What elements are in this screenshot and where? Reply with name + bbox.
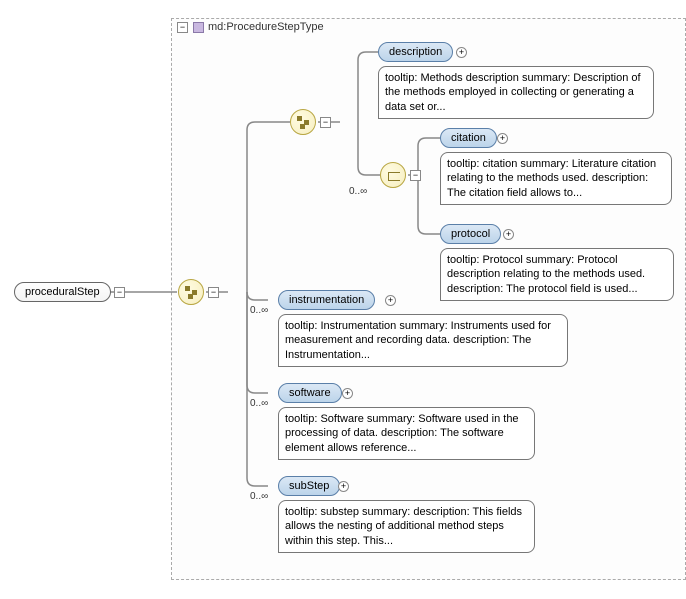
citation-label: citation [451,132,486,144]
root-toggle[interactable]: − [114,287,125,298]
software-element[interactable]: software [278,383,342,403]
substep-element[interactable]: subStep [278,476,340,496]
choice-compositor [380,162,406,188]
substep-tooltip: tooltip: substep summary: description: T… [278,500,535,553]
protocol-element[interactable]: protocol [440,224,501,244]
type-label: md:ProcedureStepType [208,21,324,33]
citation-tooltip: tooltip: citation summary: Literature ci… [440,152,672,205]
type-header: md:ProcedureStepType [193,21,324,33]
instrumentation-element[interactable]: instrumentation [278,290,375,310]
instrumentation-tooltip: tooltip: Instrumentation summary: Instru… [278,314,568,367]
software-expand[interactable]: + [342,388,353,399]
instrumentation-expand[interactable]: + [385,295,396,306]
citation-element[interactable]: citation [440,128,497,148]
description-tooltip: tooltip: Methods description summary: De… [378,66,654,119]
software-tooltip: tooltip: Software summary: Software used… [278,407,535,460]
software-label: software [289,387,331,399]
description-element[interactable]: description [378,42,453,62]
choice-toggle[interactable]: − [410,170,421,181]
root-element[interactable]: proceduralStep [14,282,111,302]
inner-sequence-toggle[interactable]: − [320,117,331,128]
schema-tree: − md:ProcedureStepType proceduralStep − … [10,10,686,589]
inner-sequence-compositor [290,109,316,135]
protocol-label: protocol [451,228,490,240]
description-label: description [389,46,442,58]
complex-type-icon [193,22,204,33]
choice-cardinality: 0..∞ [349,186,367,197]
protocol-expand[interactable]: + [503,229,514,240]
substep-label: subStep [289,480,329,492]
sequence-toggle[interactable]: − [208,287,219,298]
description-expand[interactable]: + [456,47,467,58]
root-label: proceduralStep [25,286,100,298]
software-cardinality: 0..∞ [250,398,268,409]
citation-expand[interactable]: + [497,133,508,144]
instrumentation-cardinality: 0..∞ [250,305,268,316]
instrumentation-label: instrumentation [289,294,364,306]
substep-cardinality: 0..∞ [250,491,268,502]
sequence-compositor [178,279,204,305]
substep-expand[interactable]: + [338,481,349,492]
type-collapse-toggle[interactable]: − [177,22,188,33]
protocol-tooltip: tooltip: Protocol summary: Protocol desc… [440,248,674,301]
